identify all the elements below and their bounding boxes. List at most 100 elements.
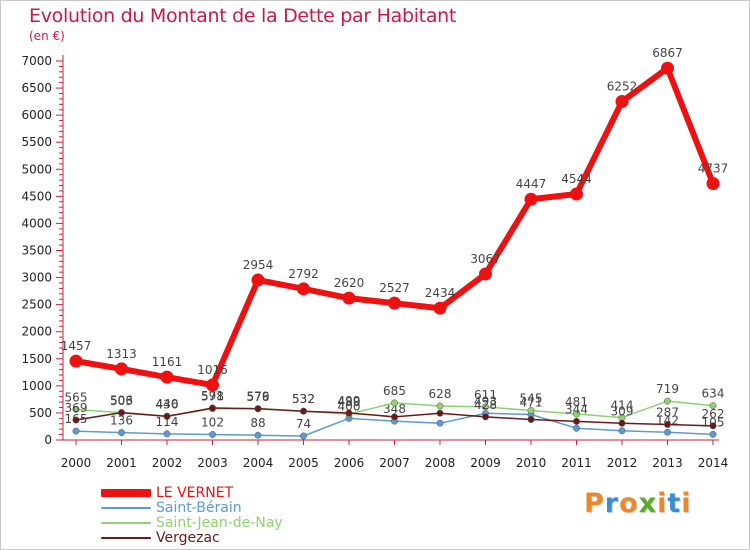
data-label: 1457 [61,339,92,353]
x-tick-label: 2013 [652,456,683,470]
data-label: 88 [250,416,265,430]
data-point [573,424,580,432]
legend-label: LE VERNET [156,485,234,501]
y-tick-label: 7000 [21,54,52,68]
data-point [345,409,353,417]
data-point [479,267,492,281]
data-label: 428 [474,398,497,412]
data-label: 578 [201,390,224,404]
data-label: 1016 [197,363,228,377]
x-tick-label: 2000 [61,456,92,470]
data-point [433,301,447,315]
data-label: 2620 [334,276,365,290]
logo-letter: r [604,488,620,519]
y-tick-label: 6500 [21,81,52,95]
data-point [391,413,398,421]
data-label: 576 [247,390,270,404]
series-line [75,65,716,388]
data-label: 4544 [561,172,592,186]
data-point [72,416,80,424]
data-point [664,421,671,428]
data-point [709,402,717,410]
data-label: 634 [702,387,725,401]
data-label: 436 [156,397,179,411]
data-point [524,192,538,206]
logo-letter: i [657,488,668,519]
x-tick-label: 2011 [561,456,592,470]
data-point [482,413,489,421]
data-label: 532 [292,392,315,406]
data-label: 591 [201,389,224,403]
data-point [209,431,216,438]
data-point [661,61,674,75]
data-point [163,412,171,420]
data-label: 719 [656,382,679,396]
x-tick-label: 2008 [425,456,456,470]
data-label: 136 [110,414,133,428]
y-tick-label: 0 [44,433,52,447]
data-point [72,427,80,435]
y-tick-label: 3000 [21,271,52,285]
data-label: 506 [110,394,133,408]
data-label: 493 [474,394,497,408]
x-tick-label: 2002 [152,456,183,470]
y-tick-label: 6000 [21,108,52,122]
data-point [615,94,629,108]
data-label: 611 [474,388,497,402]
data-point [254,405,262,413]
proxiti-logo: Proxiti [584,488,692,519]
data-point [527,416,535,423]
x-tick-label: 2006 [334,456,365,470]
data-label: 579 [247,390,270,404]
logo-letter: i [681,488,692,519]
data-point [300,407,307,415]
data-point [482,403,489,411]
y-tick-label: 1000 [21,379,52,393]
legend-swatch [101,537,151,539]
data-point [436,402,444,410]
data-label: 6252 [607,79,638,93]
y-tick-label: 5500 [21,135,52,149]
data-label: 503 [110,394,133,408]
data-point [342,291,356,305]
logo-letter: x [638,488,658,519]
chart-title: Evolution du Montant de la Dette par Hab… [29,5,457,27]
data-point [254,431,262,439]
data-point [388,296,401,310]
data-point [709,430,717,438]
data-label: 6867 [652,46,683,60]
data-label: 414 [611,399,634,413]
data-label: 4447 [516,177,547,191]
data-point [664,428,671,436]
data-label: 74 [296,417,311,431]
logo-letter: t [667,488,682,519]
data-label: 480 [338,395,361,409]
x-tick-label: 2001 [106,456,137,470]
y-tick-label: 500 [29,406,52,420]
data-point [436,419,444,427]
data-point [115,362,128,376]
data-label: 2954 [243,258,274,272]
data-label: 262 [702,407,725,421]
data-label: 481 [565,395,588,409]
data-label: 400 [338,399,361,413]
data-point [706,177,720,191]
x-tick-label: 2012 [607,456,638,470]
data-point [300,432,307,440]
data-label: 3067 [470,252,501,266]
data-point [709,422,717,430]
y-tick-label: 2000 [21,325,52,339]
data-point [391,399,398,407]
chart-unit-label: (en €) [29,29,65,43]
legend-swatch [101,489,151,497]
x-tick-label: 2005 [288,456,319,470]
data-point [618,419,626,427]
data-label: 2792 [288,267,319,281]
logo-letter: P [584,488,605,519]
x-tick-label: 2014 [698,456,729,470]
data-label: 4737 [698,162,729,176]
data-label: 545 [520,391,543,405]
data-point [118,409,125,417]
data-point [570,187,583,201]
data-label: 369 [65,401,88,415]
